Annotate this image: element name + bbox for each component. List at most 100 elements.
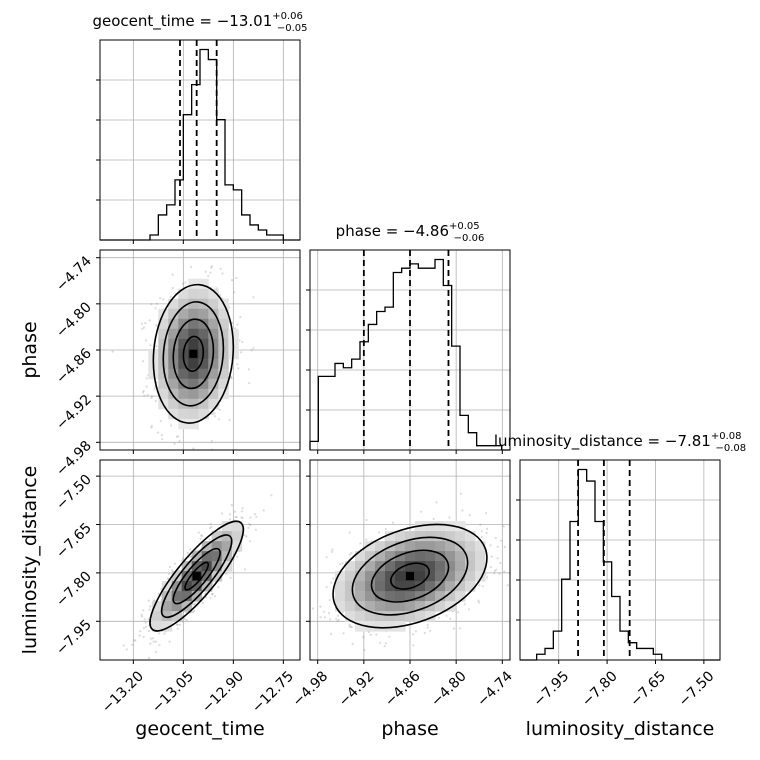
sample-point (391, 521, 395, 524)
sample-point (210, 266, 213, 269)
peak-marker (406, 572, 414, 581)
sample-point (435, 501, 438, 504)
density-cell (465, 551, 476, 562)
sample-point (241, 517, 244, 520)
density-cell (191, 581, 203, 592)
density-cell (375, 561, 386, 572)
density-cell (345, 601, 356, 612)
sample-point (144, 322, 147, 325)
density-cell (228, 328, 239, 340)
density-cell (168, 378, 179, 390)
density-cell (178, 338, 189, 350)
sample-point (311, 607, 315, 610)
density-cell (445, 591, 456, 602)
x-tick-label: −7.50 (676, 668, 718, 710)
sample-point (337, 618, 340, 621)
sample-point (181, 557, 185, 560)
density-cell (161, 611, 173, 622)
density-cell (221, 521, 233, 532)
panel-frame (309, 459, 511, 661)
sample-point (479, 523, 482, 526)
sample-point (210, 440, 213, 443)
density-cell (188, 338, 199, 350)
density-cell (465, 541, 476, 552)
density-cell (178, 408, 189, 420)
sample-point (437, 616, 440, 619)
density-cell (231, 531, 243, 542)
density-cell (218, 378, 229, 390)
sample-point (175, 435, 178, 438)
hist-panel-geocent_time: geocent_time = −13.01+0.06 −0.05 (92, 11, 308, 244)
sample-point (225, 572, 228, 575)
density-cell (455, 551, 466, 562)
sample-point (228, 513, 231, 516)
sample-point (240, 351, 243, 354)
sample-point (217, 418, 220, 421)
sample-point (208, 538, 211, 541)
sample-point (423, 631, 426, 635)
sample-point (147, 629, 151, 633)
sample-point (335, 617, 338, 620)
sample-point (306, 641, 308, 643)
sample-point (503, 570, 506, 573)
density-cell (395, 531, 406, 542)
sample-point (369, 633, 372, 636)
density-cell (198, 308, 209, 320)
sample-point (209, 522, 212, 525)
density-cell (445, 551, 456, 562)
density-cell (375, 551, 386, 562)
sample-point (486, 576, 489, 579)
x-tick-label: −13.05 (149, 668, 197, 716)
sample-point (496, 557, 499, 560)
density-cell (455, 521, 466, 532)
sample-point (207, 274, 210, 278)
sample-point (339, 563, 342, 566)
density-cell (181, 591, 193, 602)
density-cell (395, 601, 406, 612)
density-cell (218, 308, 229, 320)
sample-point (150, 426, 153, 429)
sample-point (200, 534, 203, 537)
density-cell (208, 318, 219, 330)
sample-point (168, 640, 171, 643)
y-tick-label: −7.80 (53, 568, 95, 610)
sample-point (140, 322, 143, 325)
sample-point (178, 623, 182, 626)
density-cell (365, 581, 376, 592)
density-cell (168, 308, 179, 320)
sample-point (378, 531, 381, 534)
sample-point (228, 418, 231, 422)
x-tick-label: −4.86 (382, 668, 424, 710)
density-cell (415, 531, 426, 542)
density-cell (335, 571, 346, 582)
sample-point (171, 287, 174, 290)
x-axis-label: phase (381, 718, 438, 740)
density-cell (188, 398, 199, 410)
density-cell (475, 541, 486, 552)
sample-point (152, 599, 156, 602)
density-cell (345, 591, 356, 602)
sample-point (336, 620, 339, 623)
density-cell (435, 591, 446, 602)
sample-point (250, 349, 253, 352)
sample-point (150, 303, 153, 306)
sample-point (303, 581, 305, 583)
sample-point (252, 296, 255, 299)
density-cell (171, 601, 183, 612)
y-tick-label: −4.74 (53, 253, 95, 295)
density-cell (385, 531, 396, 542)
sample-point (159, 420, 162, 423)
sample-point (342, 632, 345, 635)
sample-point (348, 623, 351, 627)
panel-frame (519, 459, 721, 661)
density-cell (201, 551, 213, 562)
sample-point (493, 572, 496, 575)
sample-point (170, 424, 173, 427)
density-cell (188, 308, 199, 320)
sample-point (220, 512, 224, 515)
hist-panel-phase: phase = −4.86+0.05 −0.06 (306, 221, 511, 454)
sample-point (145, 377, 148, 380)
sample-point (329, 618, 332, 621)
x-tick-label: −4.98 (290, 668, 332, 710)
sample-point (138, 634, 141, 637)
